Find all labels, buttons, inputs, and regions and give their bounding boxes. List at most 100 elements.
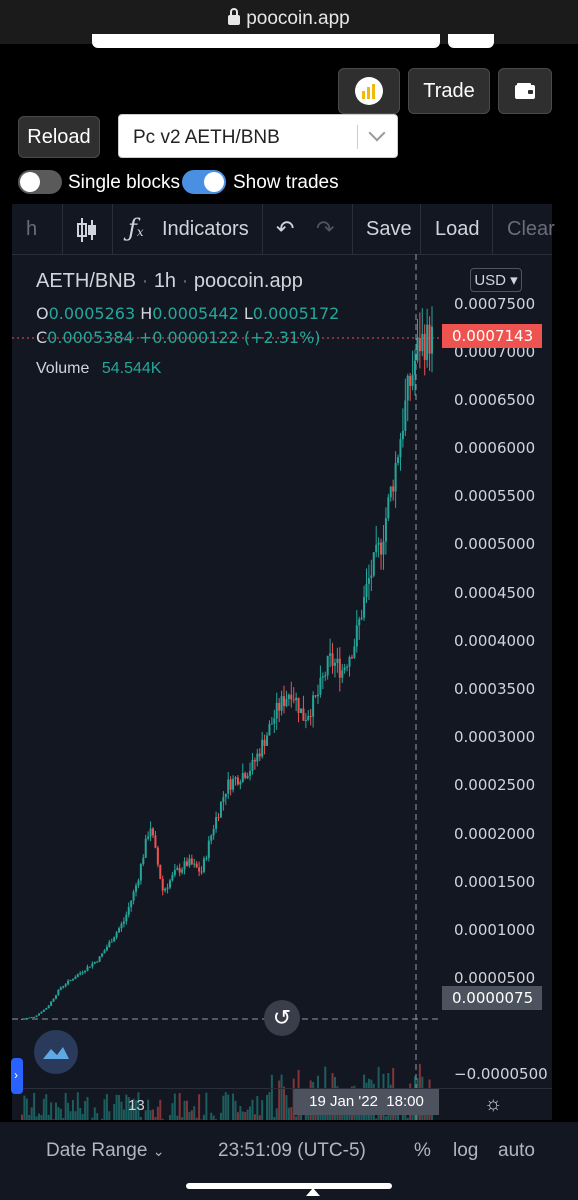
candle-body (74, 977, 77, 980)
volume-bar (59, 1108, 62, 1120)
candle-style-icon[interactable] (76, 216, 98, 250)
candle-body (229, 779, 232, 790)
candle-body (113, 937, 116, 942)
trade-button[interactable]: Trade (408, 68, 490, 114)
candle-body (426, 324, 429, 360)
volume-bar (125, 1094, 128, 1120)
candle-body (171, 874, 174, 881)
candle-body (246, 775, 249, 779)
volume-bar (232, 1093, 235, 1120)
candle-body (202, 858, 205, 872)
volume-bar (270, 1074, 273, 1120)
tradingview-logo[interactable] (34, 1030, 78, 1074)
candle-body (319, 677, 322, 695)
load-button[interactable]: Load (435, 218, 480, 240)
time-tick-13: 13 (128, 1097, 145, 1114)
indicators-icon[interactable]: ƒx (128, 214, 144, 242)
candle-body (285, 699, 288, 707)
save-button[interactable]: Save (366, 218, 412, 240)
volume-bar (348, 1111, 351, 1120)
redo-icon[interactable]: ↷ (316, 216, 335, 241)
volume-bar (285, 1095, 288, 1120)
side-panel-tab[interactable]: › (11, 1058, 23, 1094)
candle-body (67, 980, 70, 985)
volume-bar (198, 1094, 201, 1120)
reset-chart-icon[interactable]: ↺ (264, 1000, 300, 1036)
reload-button[interactable]: Reload (18, 116, 100, 158)
volume-bar (79, 1107, 82, 1120)
legend-title: AETH/BNB · 1h · poocoin.app (36, 270, 303, 292)
candle-body (350, 657, 353, 659)
single-blocks-toggle[interactable] (18, 170, 62, 194)
volume-bar (173, 1093, 176, 1120)
candle-body (69, 979, 72, 981)
currency-select[interactable]: USD ▾ (470, 268, 522, 292)
candle-body (375, 544, 378, 553)
volume-bar (54, 1102, 57, 1120)
legend-c-label: C (36, 328, 48, 347)
candle-body (54, 995, 57, 999)
price-tick-label: −0.0000500 (454, 1065, 548, 1084)
volume-bar (280, 1074, 283, 1120)
volume-bar (268, 1092, 271, 1120)
candle-body (275, 702, 278, 719)
price-tick-label: 0.0002000 (454, 824, 536, 843)
crosshair-time-tag: 19 Jan '22 18:00 (294, 1089, 439, 1115)
pair-select[interactable]: Pc v2 AETH/BNB (118, 114, 398, 158)
volume-bar (185, 1100, 188, 1120)
candle-body (312, 695, 315, 717)
candle-body (161, 878, 164, 891)
log-toggle[interactable]: log (453, 1140, 479, 1161)
candle-body (200, 871, 203, 873)
candle-body (42, 1009, 45, 1012)
candle-body (295, 697, 298, 701)
volume-bar (156, 1106, 159, 1120)
candle-body (127, 907, 130, 915)
candle-body (251, 760, 254, 771)
volume-bar (411, 1110, 414, 1120)
volume-bar (67, 1102, 70, 1120)
volume-bar (45, 1094, 48, 1120)
candle-body (207, 840, 210, 858)
chart-icon-button[interactable] (338, 68, 400, 114)
candle-body (292, 699, 295, 701)
toolbar-partial-item[interactable]: h (26, 218, 38, 240)
candle-body (76, 974, 79, 978)
candle-body (346, 666, 349, 668)
show-trades-toggle[interactable] (182, 170, 226, 194)
trade-label: Trade (423, 79, 475, 102)
legend-low: 0.0005172 (252, 304, 340, 323)
time-axis[interactable]: 13 19 Jan '22 18:00 ☼ (12, 1088, 552, 1121)
candle-body (234, 777, 237, 779)
candle-body (273, 718, 276, 724)
legend-o-label: O (36, 304, 49, 323)
currency-label: USD (474, 272, 506, 289)
volume-bar (251, 1099, 254, 1120)
indicators-button[interactable]: Indicators (162, 218, 249, 240)
url-display[interactable]: poocoin.app (0, 8, 578, 30)
auto-toggle[interactable]: auto (498, 1140, 535, 1161)
undo-icon[interactable]: ↶ (276, 216, 295, 241)
clear-button[interactable]: Clear (507, 218, 555, 240)
percent-toggle[interactable]: % (414, 1140, 431, 1161)
candle-body (93, 961, 96, 964)
share-arrow-icon[interactable] (306, 1188, 320, 1200)
candle-body (132, 891, 135, 901)
volume-bar (30, 1107, 33, 1120)
tradingview-chart[interactable]: h ƒx Indicators ↶ ↷ Save Load Clear AETH… (12, 204, 555, 1121)
search-input[interactable] (92, 34, 440, 48)
chevron-down-icon[interactable] (368, 124, 386, 142)
volume-bar (113, 1103, 116, 1120)
search-button[interactable] (448, 34, 494, 48)
date-range-button[interactable]: Date Range ⌄ (46, 1140, 164, 1162)
wallet-button[interactable] (498, 68, 552, 114)
volume-bar (183, 1100, 186, 1120)
candle-body (137, 880, 140, 886)
clock-display: 23:51:09 (UTC-5) (218, 1140, 366, 1161)
settings-sun-icon[interactable]: ☼ (484, 1093, 503, 1115)
candle-body (156, 847, 159, 865)
volume-bar (181, 1117, 184, 1120)
candle-body (256, 753, 259, 762)
volume-bar (253, 1114, 256, 1120)
pair-value: Pc v2 AETH/BNB (133, 127, 280, 148)
